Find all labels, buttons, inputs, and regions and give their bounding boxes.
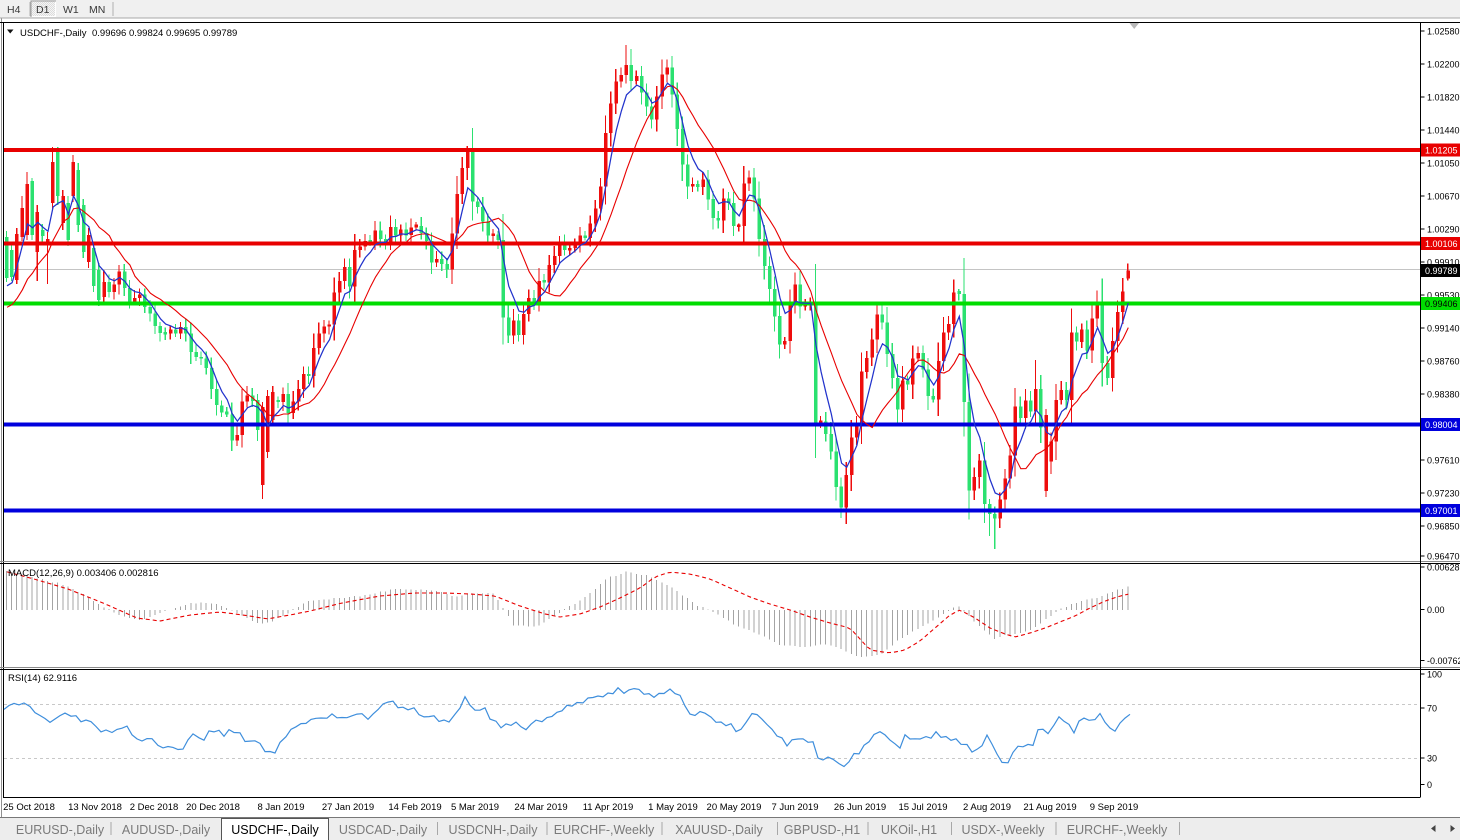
svg-text:0.98004: 0.98004 bbox=[1425, 420, 1458, 430]
svg-text:USDX-,Weekly: USDX-,Weekly bbox=[961, 823, 1045, 837]
svg-text:EURCHF-,Weekly: EURCHF-,Weekly bbox=[1067, 823, 1168, 837]
svg-text:UKOil-,H1: UKOil-,H1 bbox=[881, 823, 937, 837]
svg-text:USDCHF-,Daily: USDCHF-,Daily bbox=[20, 28, 87, 39]
svg-text:XAUUSD-,Daily: XAUUSD-,Daily bbox=[675, 823, 763, 837]
svg-text:24 Mar 2019: 24 Mar 2019 bbox=[514, 802, 567, 813]
svg-text:26 Jun 2019: 26 Jun 2019 bbox=[834, 802, 886, 813]
svg-text:USDCAD-,Daily: USDCAD-,Daily bbox=[339, 823, 428, 837]
svg-text:27 Jan 2019: 27 Jan 2019 bbox=[322, 802, 374, 813]
svg-text:-0.00762: -0.00762 bbox=[1427, 656, 1460, 666]
svg-text:0.99696 0.99824 0.99695 0.9978: 0.99696 0.99824 0.99695 0.99789 bbox=[92, 28, 237, 39]
svg-text:1.01050: 1.01050 bbox=[1427, 158, 1460, 168]
svg-text:RSI(14) 62.9116: RSI(14) 62.9116 bbox=[8, 673, 77, 684]
svg-text:1.00290: 1.00290 bbox=[1427, 224, 1460, 234]
svg-text:100: 100 bbox=[1427, 669, 1442, 679]
svg-text:0.97001: 0.97001 bbox=[1425, 506, 1458, 516]
svg-text:EURCHF-,Weekly: EURCHF-,Weekly bbox=[554, 823, 655, 837]
svg-text:0.97610: 0.97610 bbox=[1427, 455, 1460, 465]
svg-text:0: 0 bbox=[1427, 780, 1432, 790]
svg-text:0.00: 0.00 bbox=[1427, 605, 1445, 615]
svg-text:25 Oct 2018: 25 Oct 2018 bbox=[3, 802, 55, 813]
svg-text:14 Feb 2019: 14 Feb 2019 bbox=[388, 802, 441, 813]
svg-text:0.96470: 0.96470 bbox=[1427, 551, 1460, 561]
svg-text:0.96850: 0.96850 bbox=[1427, 521, 1460, 531]
svg-text:20 May 2019: 20 May 2019 bbox=[707, 802, 762, 813]
svg-text:W1: W1 bbox=[63, 4, 79, 16]
svg-text:1.02580: 1.02580 bbox=[1427, 26, 1460, 36]
svg-text:USDCNH-,Daily: USDCNH-,Daily bbox=[449, 823, 539, 837]
svg-text:13 Nov 2018: 13 Nov 2018 bbox=[68, 802, 122, 813]
svg-text:20 Dec 2018: 20 Dec 2018 bbox=[186, 802, 240, 813]
svg-text:EURUSD-,Daily: EURUSD-,Daily bbox=[16, 823, 105, 837]
svg-text:2 Dec 2018: 2 Dec 2018 bbox=[130, 802, 179, 813]
svg-text:7 Jun 2019: 7 Jun 2019 bbox=[771, 802, 818, 813]
svg-text:1.01440: 1.01440 bbox=[1427, 125, 1460, 135]
svg-text:1 May 2019: 1 May 2019 bbox=[648, 802, 698, 813]
svg-text:70: 70 bbox=[1427, 703, 1437, 713]
svg-text:0.99406: 0.99406 bbox=[1425, 299, 1458, 309]
svg-text:8 Jan 2019: 8 Jan 2019 bbox=[257, 802, 304, 813]
svg-text:30: 30 bbox=[1427, 753, 1437, 763]
svg-text:2 Aug 2019: 2 Aug 2019 bbox=[963, 802, 1011, 813]
svg-text:0.006286: 0.006286 bbox=[1427, 562, 1460, 572]
svg-text:9 Sep 2019: 9 Sep 2019 bbox=[1090, 802, 1139, 813]
svg-text:15 Jul 2019: 15 Jul 2019 bbox=[898, 802, 947, 813]
svg-text:H4: H4 bbox=[7, 4, 21, 16]
svg-text:D1: D1 bbox=[36, 4, 50, 16]
svg-text:0.98760: 0.98760 bbox=[1427, 356, 1460, 366]
svg-text:1.01205: 1.01205 bbox=[1425, 145, 1458, 155]
svg-text:1.02200: 1.02200 bbox=[1427, 59, 1460, 69]
svg-text:0.99140: 0.99140 bbox=[1427, 323, 1460, 333]
svg-text:0.99789: 0.99789 bbox=[1425, 266, 1458, 276]
svg-text:AUDUSD-,Daily: AUDUSD-,Daily bbox=[122, 823, 211, 837]
svg-text:USDCHF-,Daily: USDCHF-,Daily bbox=[231, 823, 319, 837]
svg-text:0.99910: 0.99910 bbox=[1427, 257, 1460, 267]
svg-text:0.99530: 0.99530 bbox=[1427, 290, 1460, 300]
svg-text:0.98380: 0.98380 bbox=[1427, 389, 1460, 399]
svg-text:MACD(12,26,9) 0.003406 0.00281: MACD(12,26,9) 0.003406 0.002816 bbox=[8, 568, 159, 579]
svg-text:1.00106: 1.00106 bbox=[1425, 239, 1458, 249]
svg-text:21 Aug 2019: 21 Aug 2019 bbox=[1023, 802, 1076, 813]
svg-text:1.00670: 1.00670 bbox=[1427, 191, 1460, 201]
svg-text:GBPUSD-,H1: GBPUSD-,H1 bbox=[784, 823, 860, 837]
svg-text:1.01820: 1.01820 bbox=[1427, 92, 1460, 102]
svg-text:11 Apr 2019: 11 Apr 2019 bbox=[583, 802, 634, 813]
svg-text:0.97230: 0.97230 bbox=[1427, 488, 1460, 498]
svg-text:5 Mar 2019: 5 Mar 2019 bbox=[451, 802, 499, 813]
svg-text:MN: MN bbox=[89, 4, 105, 16]
